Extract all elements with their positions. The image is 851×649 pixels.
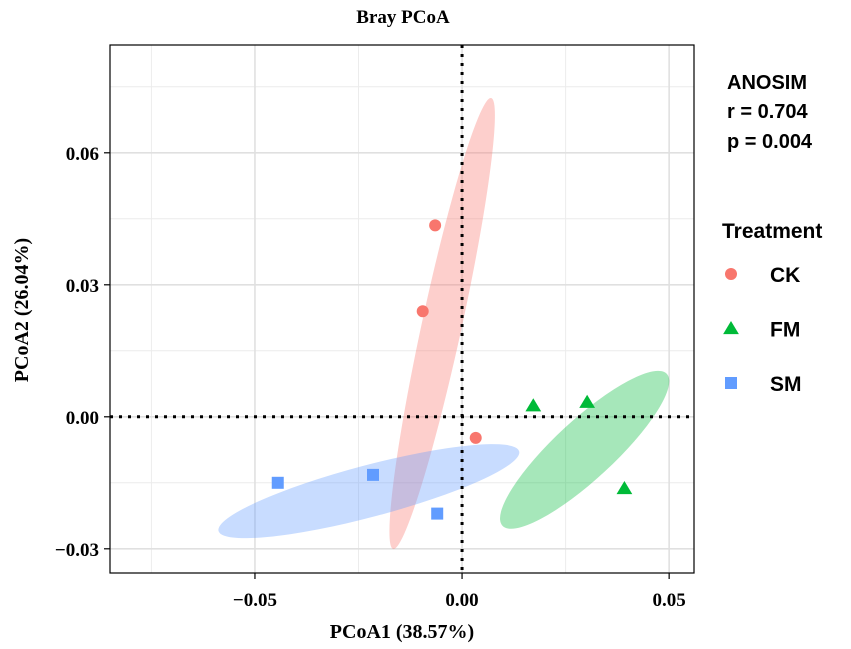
ellipse-fm [500,370,670,529]
ellipse-sm [218,444,520,539]
point-ck-1 [429,219,442,232]
y-tick-label: −0.03 [55,540,99,561]
point-sm-3 [431,507,444,520]
anosim-annotation: ANOSIM r = 0.704 p = 0.004 [727,72,813,153]
ellipse-ck [389,97,495,550]
anosim-title: ANOSIM [727,72,807,94]
x-tick-label: −0.05 [233,590,277,611]
legend-title: Treatment [722,220,822,243]
y-tick-label: 0.00 [66,408,99,429]
legend-label-ck: CK [770,264,800,287]
point-fm-1 [525,398,542,412]
point-sm-2 [367,468,380,481]
point-ck-2 [416,305,429,318]
point-ck-3 [469,431,482,444]
legend-key-ck [725,268,737,280]
x-axis-ticks: −0.05 0.00 0.05 [233,573,686,611]
anosim-r-value: r = 0.704 [727,101,809,123]
y-tick-label: 0.06 [66,144,99,165]
x-tick-label: 0.00 [445,590,478,611]
plot-panel-border [109,44,695,574]
legend-key-fm [723,321,739,335]
y-axis-label: PCoA2 (26.04%) [11,238,33,382]
point-fm-2 [579,394,596,408]
legend-key-sm [725,377,737,389]
x-axis-label: PCoA1 (38.57%) [330,621,474,643]
y-tick-label: 0.03 [66,276,99,297]
x-tick-label: 0.05 [653,590,686,611]
legend: Treatment CK FM SM [722,220,822,396]
grid [110,45,694,573]
reference-lines [110,45,694,573]
point-sm-1 [271,476,284,489]
y-axis-ticks: −0.03 0.00 0.03 0.06 [55,144,110,561]
anosim-p-value: p = 0.004 [727,131,813,153]
legend-label-sm: SM [770,373,802,396]
legend-label-fm: FM [770,319,800,342]
chart-title: Bray PCoA [356,7,450,28]
confidence-ellipses [218,97,670,550]
point-fm-3 [616,481,633,495]
data-points [271,219,633,520]
